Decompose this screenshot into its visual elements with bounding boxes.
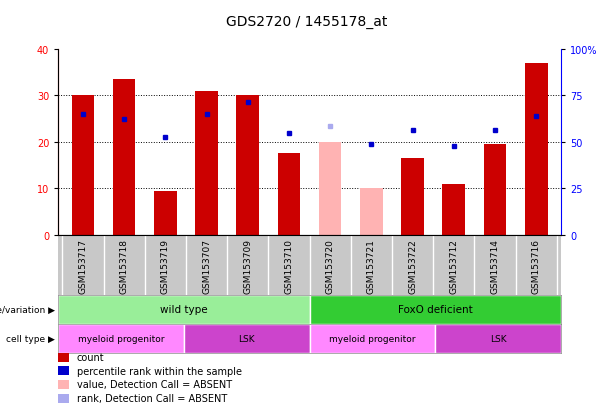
Text: GSM153709: GSM153709 [243, 238, 253, 293]
Bar [184, 324, 310, 353]
Text: GSM153717: GSM153717 [78, 238, 88, 293]
Text: wild type: wild type [160, 305, 208, 315]
Text: GSM153714: GSM153714 [490, 238, 500, 293]
Text: GSM153710: GSM153710 [284, 238, 294, 293]
Text: count: count [77, 352, 104, 362]
Bar [58, 324, 184, 353]
Text: GSM153721: GSM153721 [367, 238, 376, 293]
Bar [310, 295, 561, 324]
Text: GSM153720: GSM153720 [326, 238, 335, 293]
Text: GSM153722: GSM153722 [408, 238, 417, 293]
Text: myeloid progenitor: myeloid progenitor [329, 334, 416, 343]
Text: GDS2720 / 1455178_at: GDS2720 / 1455178_at [226, 15, 387, 29]
Text: FoxO deficient: FoxO deficient [398, 305, 473, 315]
Text: myeloid progenitor: myeloid progenitor [78, 334, 164, 343]
Bar [484, 145, 506, 235]
Text: value, Detection Call = ABSENT: value, Detection Call = ABSENT [77, 380, 232, 389]
Text: LSK: LSK [238, 334, 255, 343]
Bar [435, 324, 561, 353]
Text: genotype/variation ▶: genotype/variation ▶ [0, 305, 55, 314]
Bar [402, 159, 424, 235]
Bar [310, 324, 435, 353]
Text: LSK: LSK [490, 334, 506, 343]
Bar [319, 142, 341, 235]
Bar [113, 80, 135, 235]
Text: rank, Detection Call = ABSENT: rank, Detection Call = ABSENT [77, 393, 227, 403]
Bar [237, 96, 259, 235]
Text: cell type ▶: cell type ▶ [6, 334, 55, 343]
Bar [58, 295, 310, 324]
Text: percentile rank within the sample: percentile rank within the sample [77, 366, 242, 376]
Bar [360, 189, 383, 235]
Bar [195, 91, 218, 235]
Bar [72, 96, 94, 235]
Text: GSM153712: GSM153712 [449, 238, 459, 293]
Text: GSM153719: GSM153719 [161, 238, 170, 293]
Bar [443, 184, 465, 235]
Text: GSM153716: GSM153716 [531, 238, 541, 293]
Bar [525, 64, 547, 235]
Text: GSM153707: GSM153707 [202, 238, 211, 293]
Bar [154, 191, 177, 235]
Bar [278, 154, 300, 235]
Text: GSM153718: GSM153718 [120, 238, 129, 293]
